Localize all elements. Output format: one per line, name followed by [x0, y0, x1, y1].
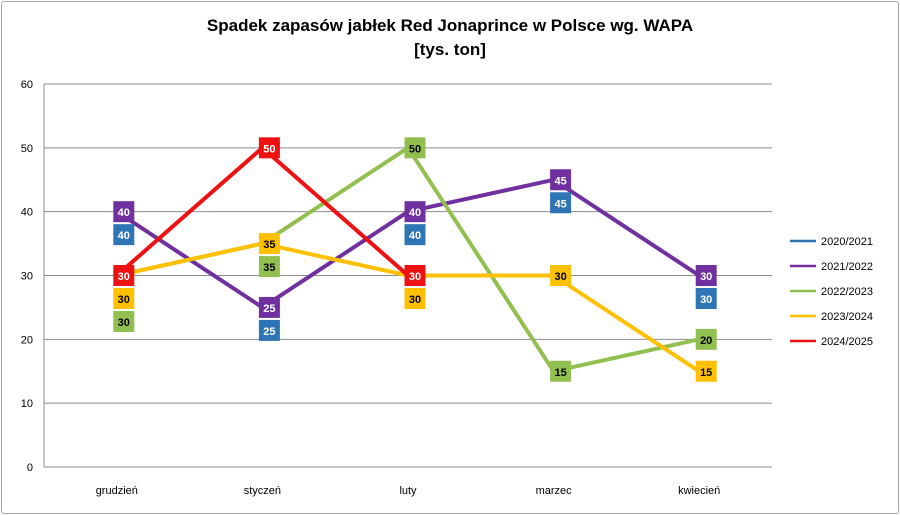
x-tick-label-4: kwiecień	[678, 485, 720, 497]
legend-label-2022/2023: 2022/2023	[821, 286, 873, 298]
data-label-2023/2024-0: 30	[118, 294, 130, 306]
data-label-2021/2022-0: 40	[118, 207, 130, 219]
data-label-2020/2021-3: 45	[554, 198, 566, 210]
data-label-2020/2021-1: 25	[263, 326, 275, 338]
legend-label-2024/2025: 2024/2025	[821, 336, 873, 348]
data-label-box-2021/2022-1	[258, 296, 280, 318]
data-label-box-2020/2021-2	[404, 224, 426, 246]
x-tick-label-1: styczeń	[244, 485, 281, 497]
data-label-box-2022/2023-2	[404, 137, 426, 159]
data-label-box-2023/2024-0	[113, 288, 135, 309]
data-label-2021/2022-3: 45	[554, 175, 566, 187]
legend-label-2020/2021: 2020/2021	[821, 236, 873, 248]
data-label-box-2020/2021-4	[695, 288, 717, 309]
data-label-2021/2022-2: 40	[409, 207, 421, 219]
data-label-box-2023/2024-4	[695, 360, 717, 382]
data-label-2024/2025-2: 30	[409, 271, 421, 283]
data-label-2023/2024-3: 30	[554, 271, 566, 283]
x-tick-label-3: marzec	[536, 485, 573, 497]
x-tick-label-2: luty	[399, 485, 417, 497]
data-label-2023/2024-1: 35	[263, 239, 275, 251]
y-tick-label-10: 10	[21, 398, 33, 410]
data-label-box-2022/2023-3	[550, 360, 572, 382]
data-label-2022/2023-0: 30	[118, 317, 130, 329]
data-label-box-2020/2021-0	[113, 224, 135, 246]
data-label-2020/2021-2: 40	[409, 230, 421, 242]
data-label-2022/2023-2: 50	[409, 143, 421, 155]
data-label-box-2022/2023-4	[695, 328, 717, 350]
data-label-box-2021/2022-2	[404, 201, 426, 223]
data-label-box-2024/2025-1	[258, 137, 280, 159]
y-tick-label-20: 20	[21, 334, 33, 346]
y-tick-label-0: 0	[27, 462, 33, 474]
data-label-box-2023/2024-1	[258, 233, 280, 255]
y-tick-label-30: 30	[21, 271, 33, 283]
data-label-2024/2025-1: 50	[263, 143, 275, 155]
y-tick-label-50: 50	[21, 143, 33, 155]
data-label-2024/2025-0: 30	[118, 271, 130, 283]
data-label-2022/2023-4: 20	[700, 335, 712, 347]
x-tick-label-0: grudzień	[96, 485, 138, 497]
data-label-2021/2022-4: 30	[700, 271, 712, 283]
data-label-2023/2024-2: 30	[409, 294, 421, 306]
series-line-2022/2023	[114, 145, 702, 374]
data-label-box-2024/2025-2	[404, 265, 426, 286]
y-tick-label-40: 40	[21, 207, 33, 219]
legend-label-2021/2022: 2021/2022	[821, 261, 873, 273]
legend-label-2023/2024: 2023/2024	[821, 311, 873, 323]
chart-title-line2: [tys. ton]	[414, 40, 486, 59]
data-label-2020/2021-0: 40	[118, 230, 130, 242]
data-label-box-2023/2024-2	[404, 288, 426, 309]
data-label-2022/2023-1: 35	[263, 262, 275, 274]
chart-title: Spadek zapasów jabłek Red Jonaprince w P…	[0, 14, 900, 62]
data-label-2023/2024-4: 15	[700, 367, 712, 379]
data-label-2022/2023-3: 15	[554, 367, 566, 379]
data-label-2020/2021-4: 30	[700, 294, 712, 306]
data-label-box-2020/2021-1	[258, 319, 280, 341]
data-label-box-2021/2022-3	[550, 169, 572, 191]
data-label-box-2022/2023-1	[258, 256, 280, 278]
data-label-box-2020/2021-3	[550, 192, 572, 214]
data-label-box-2021/2022-0	[113, 201, 135, 223]
y-tick-label-60: 60	[21, 79, 33, 91]
data-label-box-2023/2024-3	[550, 265, 572, 286]
chart-title-line1: Spadek zapasów jabłek Red Jonaprince w P…	[206, 16, 694, 35]
data-label-box-2022/2023-0	[113, 311, 135, 332]
data-label-box-2021/2022-4	[695, 265, 717, 286]
data-label-box-2024/2025-0	[113, 265, 135, 286]
data-label-2021/2022-1: 25	[263, 303, 275, 315]
